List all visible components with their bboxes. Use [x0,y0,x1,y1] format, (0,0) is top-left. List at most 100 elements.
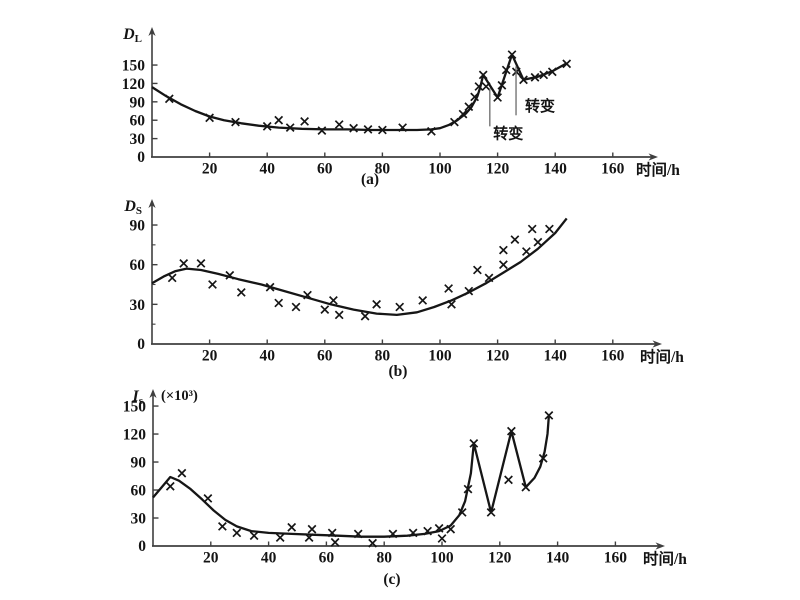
y-tick-label: 90 [130,218,146,235]
y-tick-label: 30 [131,511,147,528]
data-point-marker [231,117,240,127]
data-point-marker [398,123,408,133]
data-point-marker [330,537,340,547]
data-point-marker [285,123,295,133]
data-point-marker [368,538,378,548]
x-tick-label: 160 [604,550,628,567]
data-point-marker [547,67,557,77]
data-points [167,224,554,321]
data-point-marker [262,121,272,131]
x-tick-label: 100 [428,161,452,178]
x-tick-label: 120 [486,348,510,365]
x-tick-label: 120 [486,161,510,178]
data-point-marker [236,287,246,297]
data-point-marker [519,75,528,85]
y-tick-label: 90 [130,94,146,111]
data-point-marker [377,125,387,135]
data-point-marker [469,438,479,448]
data-point-marker [521,482,531,492]
data-point-marker [274,115,284,125]
annotation-label: 转变 [493,125,523,143]
data-point-marker [388,529,398,539]
data-point-marker [328,295,338,305]
data-points [164,50,572,136]
data-point-marker [196,258,206,268]
x-axis-arrow-icon [655,542,665,550]
data-point-marker [327,528,337,538]
chart-b: 20 40 60 80 100 120 140 160 30 60 90 0 DS 时间/h (b) [123,198,684,380]
data-point-marker [275,533,285,543]
data-point-marker [474,82,484,91]
data-point-marker [317,126,327,136]
data-point-marker [478,70,488,80]
x-tick-label: 60 [319,550,335,567]
data-point-marker [232,528,242,538]
data-point-marker [426,126,436,136]
data-point-marker [304,533,314,543]
x-axis-label: 时间/h [636,160,680,179]
y-tick-label: 60 [130,257,146,274]
x-tick-label: 160 [601,348,625,365]
data-point-marker [408,528,418,538]
x-axis-label: 时间/h [643,549,687,568]
data-point-marker [486,507,496,517]
subplot-label: (b) [389,363,408,380]
data-point-marker [167,273,177,283]
y-axis-label: DS [123,198,142,217]
data-point-marker [353,529,363,539]
data-point-marker [349,123,359,133]
data-point-marker [472,265,482,275]
data-point-marker [307,524,317,534]
data-point-marker [291,302,301,312]
data-point-marker [179,258,189,268]
x-tick-label: 60 [317,161,333,178]
origin-label: 0 [138,538,146,555]
data-point-marker [360,311,370,321]
data-point-marker [372,299,382,309]
x-tick-label: 100 [428,348,452,365]
data-point-marker [506,426,516,436]
y-tick-label: 30 [130,131,146,148]
data-point-marker [533,237,543,247]
y-tick-label: 30 [130,297,146,314]
data-point-marker [447,299,456,309]
x-axis-label: 时间/h [640,347,684,366]
x-tick-label: 160 [601,161,625,178]
x-tick-label: 140 [544,348,568,365]
data-point-marker [203,493,213,503]
data-point-marker [287,522,297,532]
y-tick-label: 150 [123,399,147,416]
data-point-marker [434,523,444,533]
data-point-marker [538,453,548,463]
data-point-marker [320,305,330,315]
fitted-curve [151,53,568,132]
data-point-marker [274,298,284,308]
data-point-marker [498,245,508,255]
x-tick-label: 80 [376,550,392,567]
data-point-marker [504,475,513,485]
fitted-curve [151,217,568,317]
data-point-marker [530,72,540,82]
data-point-marker [484,273,494,283]
data-point-marker [464,102,474,112]
subplot-label: (c) [383,571,400,588]
data-points [165,410,554,548]
data-point-marker [458,109,468,119]
origin-label: 0 [137,336,145,353]
data-point-marker [493,93,503,102]
data-point-marker [205,113,215,123]
x-axis-arrow-icon [652,340,662,348]
data-point-marker [300,116,310,126]
data-point-marker [363,124,373,134]
data-point-marker [521,247,531,256]
subplot-label: (a) [361,171,379,188]
data-point-marker [395,302,405,312]
data-point-marker [437,534,447,543]
y-tick-label: 60 [130,113,146,130]
x-tick-label: 20 [202,161,218,178]
y-tick-label: 60 [131,483,147,500]
y-tick-label: 90 [131,455,147,472]
y-axis-arrow-icon [148,27,156,36]
